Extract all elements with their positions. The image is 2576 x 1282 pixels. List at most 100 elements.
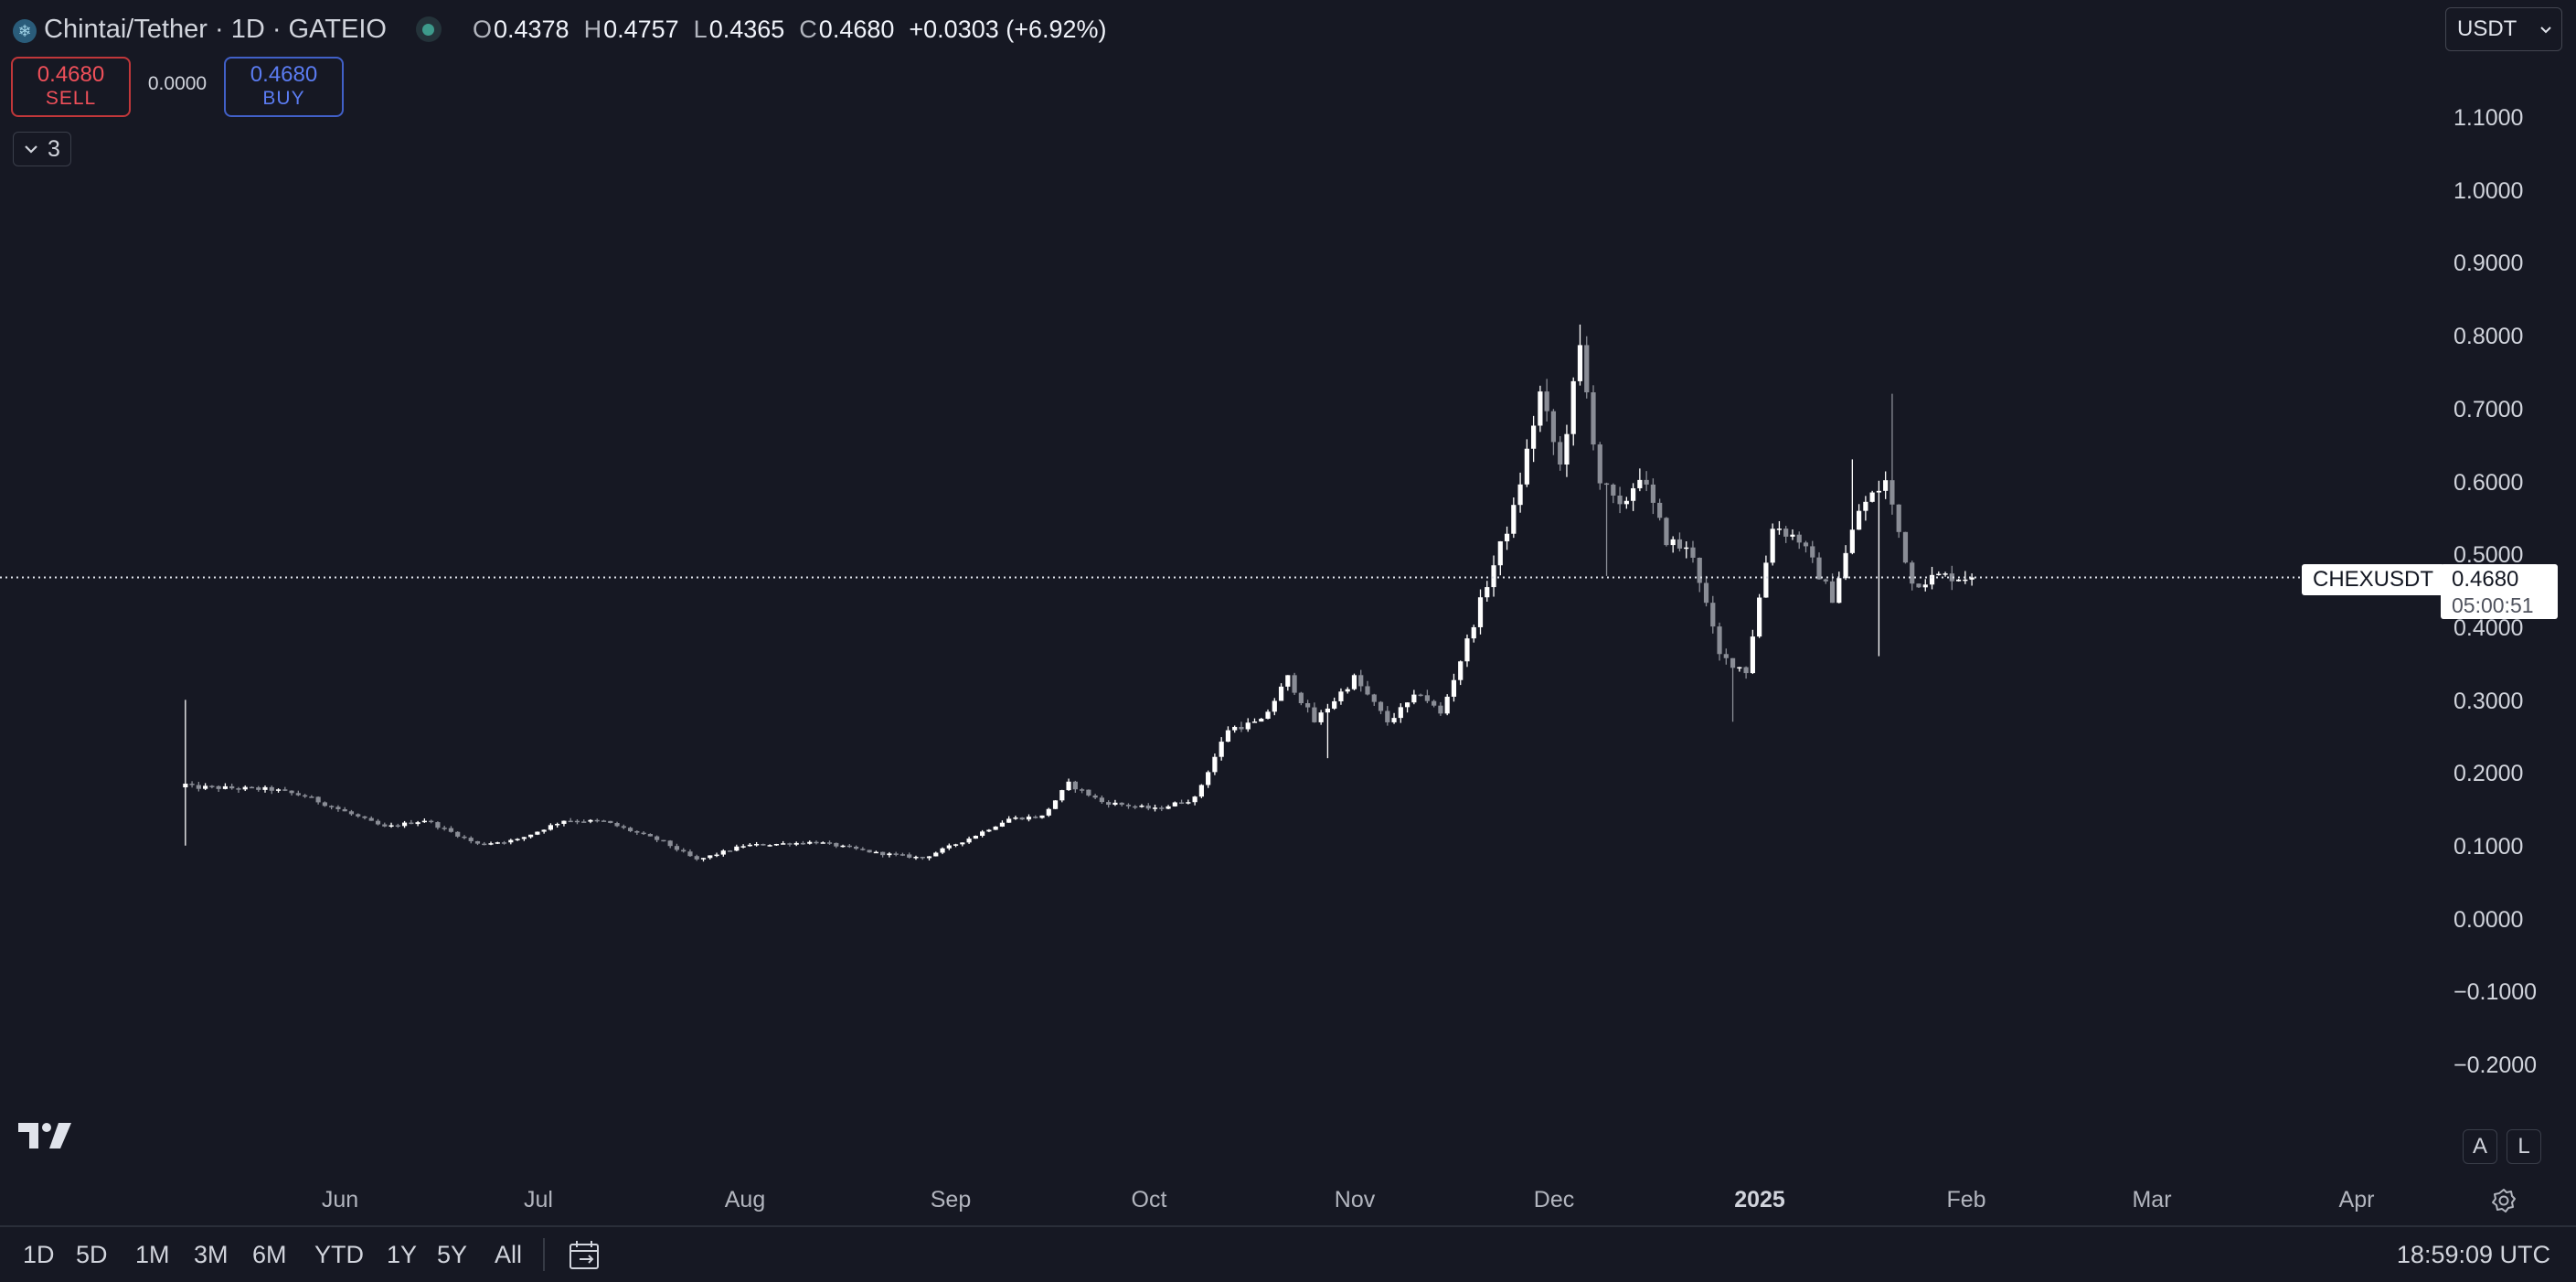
candle-body bbox=[1365, 686, 1370, 695]
range-button-ytd[interactable]: YTD bbox=[314, 1240, 364, 1268]
candle-body bbox=[880, 851, 886, 856]
candle-body bbox=[1969, 577, 1975, 580]
sell-price: 0.4680 bbox=[37, 62, 105, 87]
utc-clock[interactable]: 18:59:09 UTC bbox=[2396, 1240, 2550, 1268]
time-axis-label: 2025 bbox=[1734, 1187, 1785, 1213]
candle-body bbox=[474, 840, 481, 844]
candle-body bbox=[1272, 700, 1277, 712]
candle-body bbox=[348, 811, 355, 815]
candle-body bbox=[222, 785, 229, 789]
candle-body bbox=[1424, 695, 1430, 701]
candle-body bbox=[1810, 546, 1815, 558]
candle-body bbox=[940, 848, 945, 853]
candle-body bbox=[1922, 584, 1928, 588]
candle-body bbox=[1438, 705, 1443, 714]
candle-body bbox=[1896, 504, 1901, 532]
candle-body bbox=[315, 796, 321, 803]
candle-body bbox=[1378, 701, 1384, 711]
candle-body bbox=[1046, 808, 1051, 816]
range-button-3m[interactable]: 3M bbox=[194, 1240, 229, 1268]
candle-body bbox=[1259, 718, 1264, 722]
range-button-5y[interactable]: 5Y bbox=[437, 1240, 468, 1268]
range-button-1y[interactable]: 1Y bbox=[387, 1240, 418, 1268]
candle-body bbox=[216, 785, 221, 789]
candle-body bbox=[1570, 380, 1576, 434]
candle-body bbox=[468, 838, 474, 841]
buy-button[interactable]: 0.4680 BUY bbox=[224, 57, 344, 117]
candle-body bbox=[362, 816, 367, 818]
range-button-all[interactable]: All bbox=[495, 1240, 523, 1268]
candle-body bbox=[1225, 730, 1231, 742]
time-axis-label: Dec bbox=[1533, 1187, 1575, 1213]
candle-body bbox=[1538, 391, 1543, 426]
candle-body bbox=[1219, 742, 1224, 757]
candle-body bbox=[1391, 718, 1397, 722]
toolbar-divider bbox=[543, 1238, 545, 1271]
candle-body bbox=[242, 786, 248, 790]
range-button-1d[interactable]: 1D bbox=[23, 1240, 55, 1268]
candle-body bbox=[1385, 710, 1390, 722]
tradingview-logo[interactable] bbox=[16, 1119, 75, 1157]
tradingview-logo-icon bbox=[18, 1123, 71, 1148]
candle-body bbox=[229, 785, 235, 789]
candle-body bbox=[1145, 805, 1151, 809]
candle-body bbox=[303, 795, 308, 797]
candle-body bbox=[1558, 442, 1563, 465]
candle-body bbox=[1644, 479, 1649, 485]
currency-select[interactable]: USDT bbox=[2445, 7, 2562, 51]
candle-body bbox=[1086, 789, 1091, 796]
candle-body bbox=[1677, 539, 1683, 549]
candle-body bbox=[1072, 781, 1078, 790]
candle-body bbox=[873, 851, 878, 854]
candle-body bbox=[368, 817, 374, 821]
auto-scale-button[interactable]: A bbox=[2463, 1129, 2497, 1164]
candle-body bbox=[262, 786, 268, 790]
candle-body bbox=[1617, 495, 1623, 505]
symbol-title[interactable]: Chintai/Tether · 1D · GATEIO bbox=[44, 14, 387, 44]
ohlc-legend: O0.4378 H0.4757 L0.4365 C0.4680 +0.0303 … bbox=[473, 16, 1107, 44]
candle-body bbox=[1033, 817, 1038, 818]
range-button-6m[interactable]: 6M bbox=[252, 1240, 287, 1268]
gear-icon[interactable] bbox=[2488, 1185, 2519, 1216]
candle-body bbox=[960, 842, 965, 845]
time-axis-label: Jun bbox=[321, 1187, 359, 1213]
candle-body bbox=[1757, 597, 1762, 637]
calendar-goto-icon[interactable] bbox=[567, 1239, 605, 1277]
market-status-icon[interactable] bbox=[415, 16, 442, 42]
candle-body bbox=[1178, 802, 1185, 804]
sell-button[interactable]: 0.4680 SELL bbox=[11, 57, 131, 117]
candle-body bbox=[1398, 707, 1403, 719]
candle-body bbox=[1723, 654, 1729, 658]
candle-body bbox=[1650, 484, 1655, 503]
candle-body bbox=[382, 824, 388, 827]
sell-label: SELL bbox=[45, 88, 97, 109]
chevron-down-icon bbox=[25, 145, 37, 154]
candle-body bbox=[980, 831, 985, 837]
candle-body bbox=[401, 822, 408, 827]
candle-body bbox=[1471, 626, 1476, 639]
candle-body bbox=[588, 819, 593, 822]
candle-body bbox=[1544, 391, 1549, 411]
candle-body bbox=[1816, 557, 1822, 580]
time-axis-label: Aug bbox=[724, 1187, 766, 1213]
snowflake-coin-icon: ❄ bbox=[13, 19, 37, 43]
candle-body bbox=[734, 846, 740, 851]
time-axis-label: Nov bbox=[1334, 1187, 1376, 1213]
candle-body bbox=[1358, 675, 1364, 687]
candle-body bbox=[429, 820, 434, 823]
candle-body bbox=[1584, 345, 1590, 393]
candle-body bbox=[1292, 675, 1297, 693]
candle-body bbox=[1239, 726, 1244, 730]
candle-body bbox=[442, 828, 447, 829]
candle-body bbox=[767, 845, 772, 847]
range-button-5d[interactable]: 5D bbox=[76, 1240, 108, 1268]
range-button-1m[interactable]: 1M bbox=[135, 1240, 170, 1268]
candle-body bbox=[189, 784, 195, 785]
candle-body bbox=[1325, 708, 1331, 713]
price-axis-label: 0.8000 bbox=[2454, 324, 2524, 350]
candle-body bbox=[389, 825, 394, 828]
indicators-toggle-button[interactable]: 3 bbox=[13, 132, 71, 166]
log-scale-button[interactable]: L bbox=[2507, 1129, 2541, 1164]
indicators-count: 3 bbox=[48, 135, 60, 162]
